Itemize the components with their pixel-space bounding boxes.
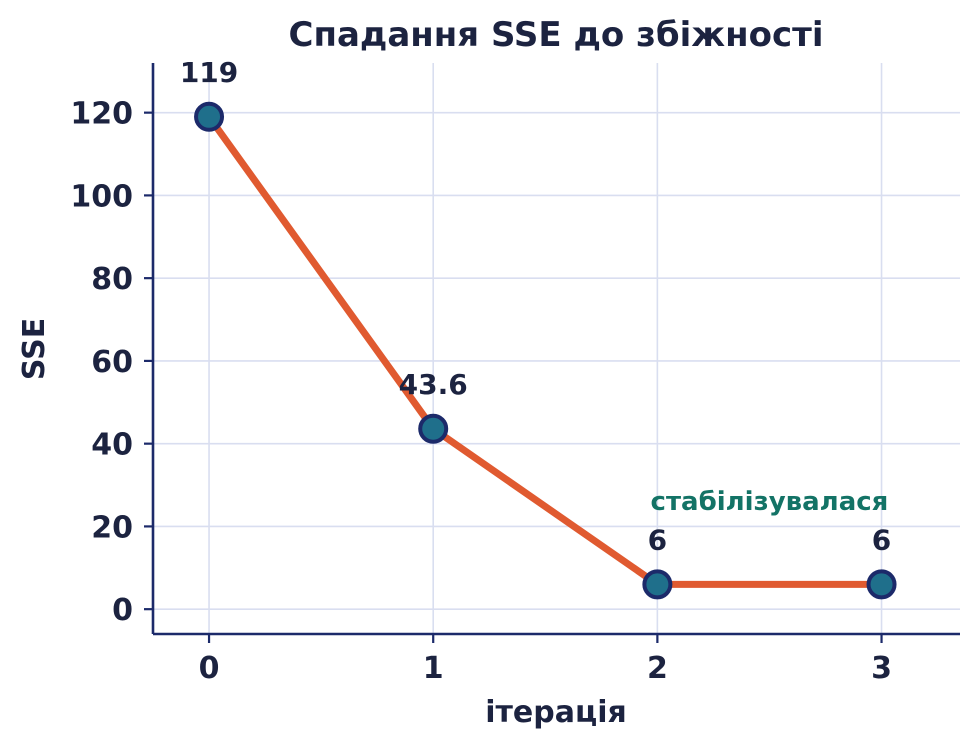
data-point [866, 569, 897, 600]
x-tick-label: 2 [647, 651, 668, 686]
axes [151, 63, 960, 636]
x-tick-label: 3 [871, 651, 892, 686]
annotation-stabilized: стабілізувалася [651, 487, 889, 517]
y-axis-label: SSE [17, 318, 52, 380]
chart-title: Спадання SSE до збіжності [289, 15, 824, 55]
y-tick-label: 40 [91, 428, 133, 463]
series [194, 101, 897, 600]
y-tick-label: 100 [70, 179, 133, 214]
data-label: 6 [648, 523, 667, 556]
data-labels: 119 43.6 6 6 [180, 56, 891, 557]
x-tick-label: 0 [199, 651, 220, 686]
y-tick-label: 120 [70, 97, 133, 132]
data-label: 6 [872, 523, 891, 556]
tick-labels: 0 20 40 60 80 100 120 0 1 2 3 [70, 97, 892, 686]
data-point [418, 413, 449, 444]
y-tick-label: 0 [112, 593, 133, 628]
y-tick-label: 80 [91, 262, 133, 297]
x-tick-label: 1 [423, 651, 444, 686]
x-axis-label: ітерація [485, 695, 627, 730]
data-label: 43.6 [399, 368, 468, 401]
y-tick-label: 20 [91, 510, 133, 545]
y-tick-label: 60 [91, 345, 133, 380]
grid-lines [153, 63, 960, 634]
data-point [194, 101, 225, 132]
sse-series-line [206, 114, 882, 588]
data-label: 119 [180, 56, 238, 89]
data-point [642, 569, 673, 600]
